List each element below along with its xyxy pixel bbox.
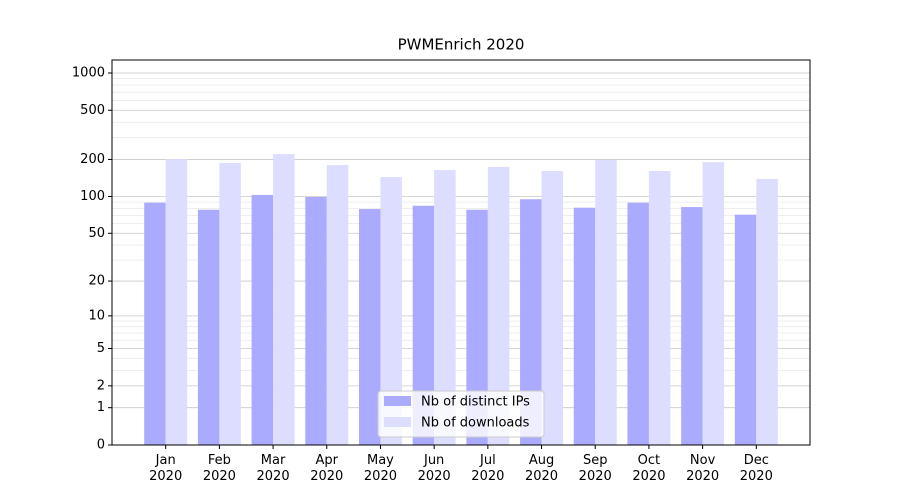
x-tick-label: Feb 2020 bbox=[202, 453, 236, 484]
legend-swatch bbox=[384, 396, 411, 406]
bar bbox=[595, 159, 617, 445]
x-tick-label: Jan 2020 bbox=[149, 453, 183, 484]
bar bbox=[251, 194, 274, 445]
legend-label: Nb of downloads bbox=[421, 416, 530, 431]
y-tick-label: 2 bbox=[97, 378, 105, 393]
bar bbox=[466, 209, 488, 445]
bar bbox=[197, 209, 220, 445]
x-tick-label: Mar 2020 bbox=[256, 453, 290, 484]
bar bbox=[648, 171, 671, 445]
bar bbox=[487, 166, 510, 446]
bar bbox=[627, 202, 649, 445]
x-tick-label: Nov 2020 bbox=[686, 453, 720, 484]
y-tick-label: 5 bbox=[97, 341, 105, 356]
bar bbox=[434, 170, 456, 445]
bar bbox=[734, 214, 757, 445]
x-tick-label: Aug 2020 bbox=[524, 453, 559, 484]
bar bbox=[681, 207, 703, 445]
bar bbox=[144, 202, 166, 445]
x-tick-label: Oct 2020 bbox=[632, 453, 666, 484]
chart-title: PWMEnrich 2020 bbox=[398, 36, 525, 54]
bar bbox=[573, 207, 596, 445]
bar bbox=[520, 199, 542, 445]
y-tick-label: 1000 bbox=[72, 65, 105, 80]
y-tick-label: 20 bbox=[88, 274, 105, 289]
y-tick-label: 10 bbox=[88, 308, 105, 323]
legend: Nb of distinct IPs Nb of downloads bbox=[377, 390, 545, 438]
bar bbox=[305, 197, 327, 445]
bar bbox=[756, 178, 778, 446]
x-tick-label: Apr 2020 bbox=[310, 453, 344, 484]
bar bbox=[702, 162, 725, 445]
bar bbox=[273, 154, 295, 445]
bar bbox=[326, 165, 349, 445]
y-tick-label: 100 bbox=[80, 189, 105, 204]
y-tick-label: 0 bbox=[97, 438, 105, 453]
y-tick-label: 1 bbox=[97, 400, 105, 415]
legend-box bbox=[377, 390, 545, 438]
bar bbox=[358, 209, 381, 445]
x-tick-label: Jul 2020 bbox=[471, 453, 505, 484]
bar bbox=[165, 159, 188, 445]
bar bbox=[380, 177, 402, 445]
legend-label: Nb of distinct IPs bbox=[421, 395, 530, 410]
x-tick-label: Dec 2020 bbox=[739, 453, 773, 484]
axes-frame bbox=[111, 59, 811, 446]
x-tick-label: May 2020 bbox=[363, 453, 397, 484]
bar bbox=[412, 205, 435, 445]
bar bbox=[219, 163, 241, 445]
x-tick-label: Jun 2020 bbox=[417, 453, 451, 484]
y-tick-label: 200 bbox=[80, 152, 105, 167]
legend-swatch bbox=[384, 417, 411, 427]
y-tick-label: 50 bbox=[88, 226, 105, 241]
y-tick-label: 500 bbox=[80, 103, 105, 118]
x-tick-label: Sep 2020 bbox=[578, 453, 612, 484]
bar bbox=[541, 171, 564, 445]
